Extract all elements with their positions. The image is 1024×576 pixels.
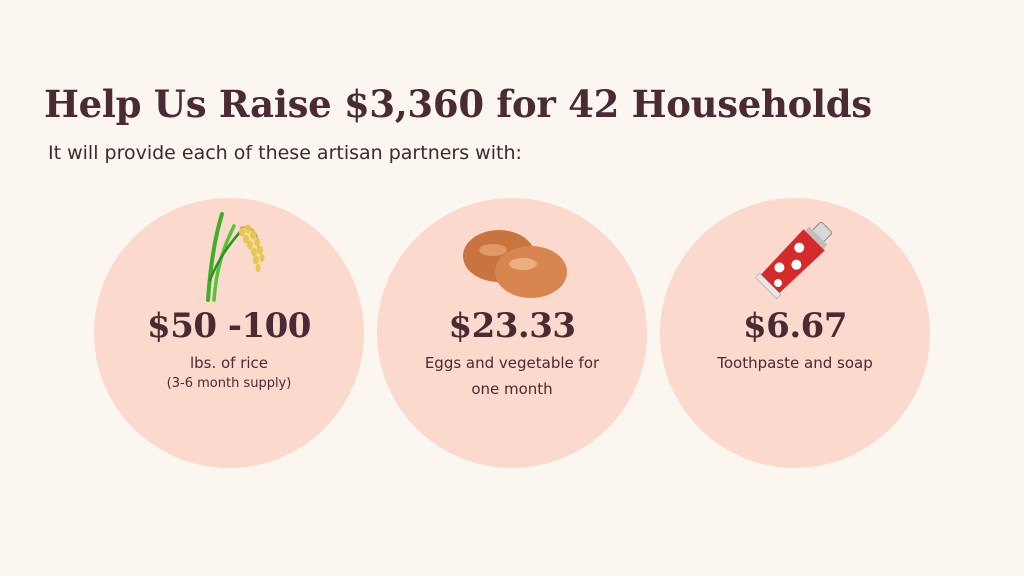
rice-description: lbs. of rice xyxy=(189,354,269,372)
page-title: Help Us Raise $3,360 for 42 Households xyxy=(44,82,872,126)
eggs-description-line-1: Eggs and vegetable for xyxy=(424,354,600,372)
rice-plant-icon xyxy=(206,212,265,302)
eggs-description: Eggs and vegetable for one month xyxy=(377,350,647,402)
eggs-description-line-2: one month xyxy=(471,380,553,398)
rice-price: $50 -100 xyxy=(147,306,311,346)
toothpaste-card: $6.67 Toothpaste and soap xyxy=(660,198,930,468)
rice-card: $50 -100 lbs. of rice (3-6 month supply) xyxy=(94,198,364,468)
toothpaste-description: Toothpaste and soap xyxy=(717,354,873,372)
page-subtitle: It will provide each of these artisan pa… xyxy=(48,142,522,164)
eggs-card: $23.33 Eggs and vegetable for one month xyxy=(377,198,647,468)
eggs-price: $23.33 xyxy=(448,306,576,346)
eggs-icon xyxy=(463,230,567,298)
rice-note: (3-6 month supply) xyxy=(166,376,292,391)
toothpaste-price: $6.67 xyxy=(743,306,847,346)
toothpaste-icon xyxy=(755,221,833,299)
